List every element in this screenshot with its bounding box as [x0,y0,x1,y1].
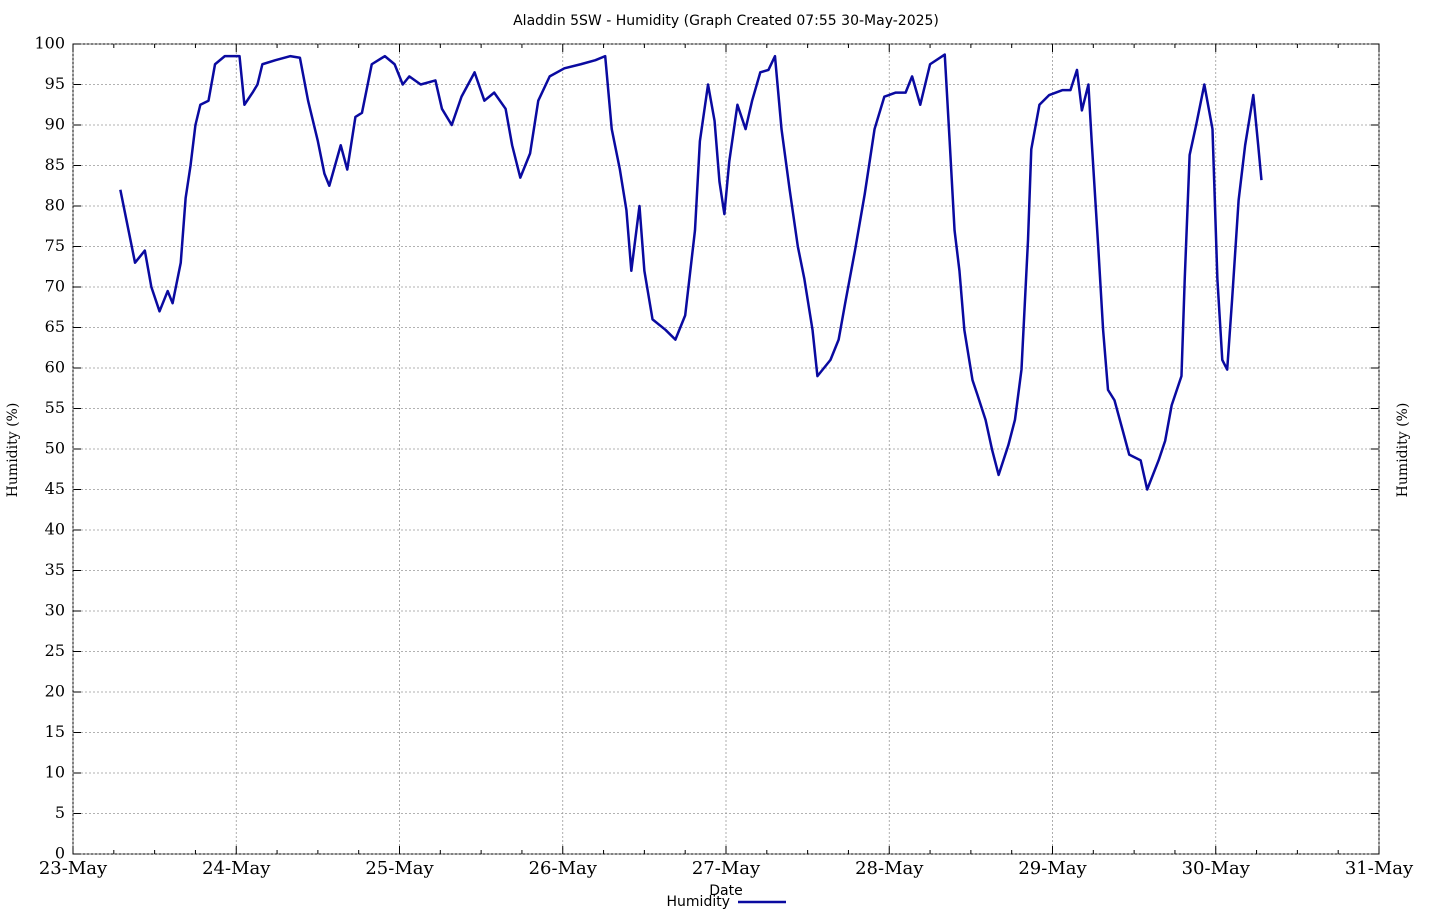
chart-title: Aladdin 5SW - Humidity (Graph Created 07… [513,13,939,29]
y-tick-label: 5 [55,803,65,822]
y-tick-label: 80 [45,196,65,215]
x-tick-label: 31-May [1345,858,1414,879]
y-tick-label: 50 [45,439,65,458]
y-tick-label: 65 [45,317,65,336]
x-tick-label: 26-May [529,858,598,879]
y-tick-label: 40 [45,520,65,539]
y-tick-label: 60 [45,358,65,377]
y2-axis-label: Humidity (%) [1395,403,1411,498]
x-axis-label: Date [709,883,742,899]
y-tick-label: 0 [55,844,65,863]
x-tick-label: 29-May [1018,858,1087,879]
y-tick-label: 35 [45,560,65,579]
y-tick-label: 100 [34,34,65,53]
y-tick-label: 10 [45,763,65,782]
y-tick-label: 55 [45,398,65,417]
y-tick-label: 85 [45,155,65,174]
y-tick-label: 95 [45,74,65,93]
y-tick-label: 25 [45,641,65,660]
x-tick-label: 28-May [855,858,924,879]
y-tick-label: 75 [45,236,65,255]
y-tick-label: 90 [45,115,65,134]
legend-label: Humidity [667,894,730,910]
y-tick-label: 15 [45,722,65,741]
x-tick-label: 30-May [1182,858,1251,879]
x-tick-label: 27-May [692,858,761,879]
x-tick-label: 25-May [365,858,434,879]
y-axis-label: Humidity (%) [5,403,21,498]
humidity-line [119,53,1263,491]
y-tick-label: 30 [45,601,65,620]
x-tick-label: 23-May [39,858,108,879]
y-tick-label: 70 [45,277,65,296]
y-tick-label: 45 [45,479,65,498]
y-tick-label: 20 [45,682,65,701]
x-tick-label: 24-May [202,858,271,879]
